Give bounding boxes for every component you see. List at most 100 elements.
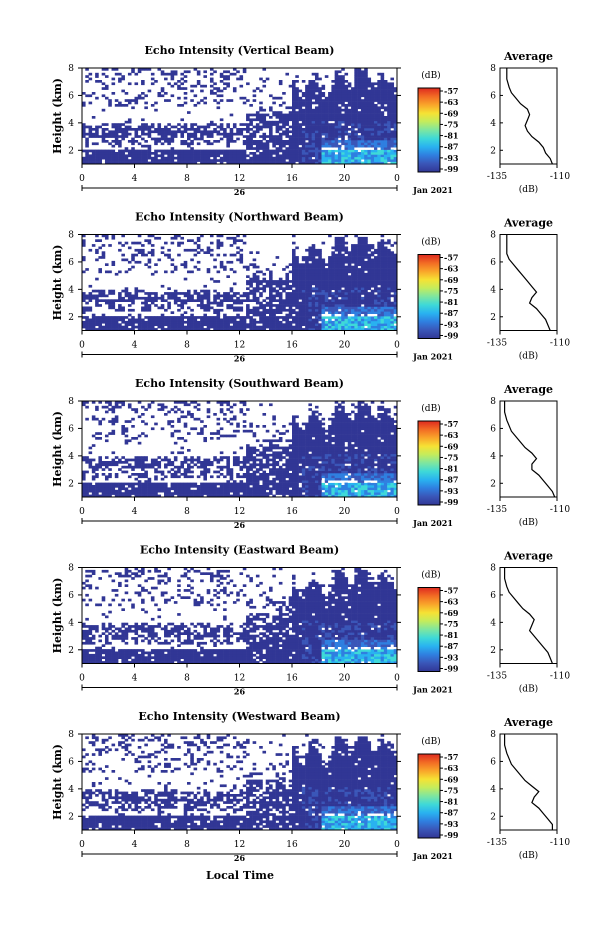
colorbar-tick-label: -69 (444, 441, 459, 451)
profile-y-tick-label: 4 (490, 452, 496, 462)
x-tick-label: 0 (79, 674, 85, 684)
x-tick-label: 0 (394, 840, 400, 850)
y-tick-label: 4 (68, 618, 74, 628)
x-tick-label: 20 (339, 674, 351, 684)
x-tick-label: 0 (394, 674, 400, 684)
profile-y-tick-label: 6 (490, 258, 496, 268)
y-ticks: 2 4 6 8 (68, 397, 401, 489)
date-label: Jan 2021 (412, 185, 453, 195)
x-tick-label: 0 (394, 174, 400, 184)
colorbar-tick-label: -93 (444, 486, 459, 496)
x-axis-label: Local Time (206, 869, 274, 882)
x-ticks: 0 4 8 12 16 20 0 (79, 830, 400, 850)
x-tick-label: 20 (339, 507, 351, 517)
colorbar-tick-label: -81 (444, 131, 458, 141)
profile-frame (499, 67, 558, 165)
colorbar (417, 87, 441, 173)
colorbar-tick-label: -93 (444, 319, 459, 329)
colorbar-tick-label: -69 (444, 108, 459, 118)
colorbar-tick-label: -63 (444, 97, 459, 107)
profile-line (504, 734, 554, 830)
colorbar-tick-label: -87 (444, 808, 458, 818)
y-axis-label: Height (km) (51, 411, 64, 487)
x-tick-label: 12 (234, 174, 245, 184)
profile-x-axis-label: (dB) (519, 517, 538, 528)
day-label: 26 (234, 853, 246, 863)
profile-y-tick-label: 4 (490, 785, 496, 795)
colorbar-tick-label: -57 (444, 419, 458, 429)
y-tick-label: 2 (68, 646, 74, 656)
colorbar-tick-label: -99 (444, 830, 459, 840)
x-ticks: 0 4 8 12 16 20 0 (79, 164, 400, 184)
x-tick-label: 16 (286, 674, 298, 684)
profile-y-tick-label: 4 (490, 285, 496, 295)
colorbar-tick-label: -69 (444, 275, 459, 285)
y-ticks: 2 4 6 8 (68, 231, 401, 323)
heatmap-cells (82, 68, 398, 165)
date-label: Jan 2021 (412, 685, 453, 695)
y-tick-label: 8 (68, 231, 74, 241)
profile-x-tick-label: -135 (487, 339, 507, 349)
colorbar-tick-label: -63 (444, 430, 459, 440)
colorbar-tick-label: -87 (444, 308, 458, 318)
x-ticks: 0 4 8 12 16 20 0 (79, 663, 400, 684)
colorbar-unit-label: (dB) (421, 570, 440, 581)
panel-title: Echo Intensity (Southward Beam) (135, 377, 344, 390)
profile-line (504, 401, 556, 498)
profile-x-axis-label: (dB) (519, 184, 538, 195)
x-tick-label: 16 (286, 840, 298, 850)
profile-y-tick-label: 2 (490, 313, 496, 323)
y-tick-label: 6 (68, 258, 74, 268)
date-label: Jan 2021 (412, 352, 453, 362)
profile-x-axis-label: (dB) (519, 684, 538, 695)
panel-3: Echo Intensity (Southward Beam) Height (k… (51, 377, 570, 530)
y-tick-label: 8 (68, 564, 74, 574)
x-tick-label: 12 (234, 840, 245, 850)
panel-5: Echo Intensity (Westward Beam) Height (km… (51, 710, 570, 863)
colorbar-tick-label: -93 (444, 153, 459, 163)
y-tick-label: 4 (68, 785, 74, 795)
panel-title: Echo Intensity (Vertical Beam) (144, 44, 334, 57)
colorbar-unit-label: (dB) (421, 237, 440, 248)
profile-x-tick-label: -135 (487, 838, 507, 848)
colorbar-tick-label: -63 (444, 763, 459, 773)
x-tick-label: 20 (339, 174, 351, 184)
x-tick-label: 8 (184, 674, 190, 684)
x-tick-label: 0 (79, 840, 85, 850)
y-tick-label: 4 (68, 285, 74, 295)
profile-x-tick-label: -110 (550, 505, 570, 515)
y-ticks: 2 4 6 8 (68, 64, 401, 156)
profile-y-tick-label: 4 (490, 119, 496, 129)
y-tick-label: 6 (68, 91, 74, 101)
colorbar-tick-label: -69 (444, 608, 459, 618)
panel-title: Echo Intensity (Westward Beam) (138, 710, 340, 723)
x-tick-label: 12 (234, 507, 245, 517)
y-tick-label: 2 (68, 313, 74, 323)
profile-x-axis-label: (dB) (519, 351, 538, 362)
x-tick-label: 4 (132, 341, 138, 351)
colorbar-tick-label: -75 (444, 452, 458, 462)
profile-line (506, 68, 553, 165)
colorbar-tick-label: -57 (444, 752, 458, 762)
x-ticks: 0 4 8 12 16 20 0 (79, 497, 400, 517)
profile-y-tick-label: 6 (490, 424, 496, 434)
y-ticks: 2 4 6 8 (68, 564, 401, 656)
heatmap-cells (82, 401, 398, 498)
profile-frame (499, 400, 558, 498)
colorbar (417, 420, 441, 506)
y-tick-label: 8 (68, 64, 74, 74)
colorbar-tick-label: -99 (444, 331, 459, 341)
colorbar (417, 587, 441, 672)
profile-x-tick-label: -135 (487, 172, 507, 182)
profile-title: Average (503, 217, 553, 230)
y-tick-label: 2 (68, 812, 74, 822)
y-tick-label: 8 (68, 730, 74, 740)
profile-y-tick-label: 8 (490, 564, 496, 574)
profile-x-tick-label: -110 (550, 172, 570, 182)
x-tick-label: 20 (339, 341, 351, 351)
x-tick-label: 16 (286, 174, 298, 184)
x-tick-label: 16 (286, 341, 298, 351)
x-tick-label: 12 (234, 341, 245, 351)
y-tick-label: 4 (68, 119, 74, 129)
